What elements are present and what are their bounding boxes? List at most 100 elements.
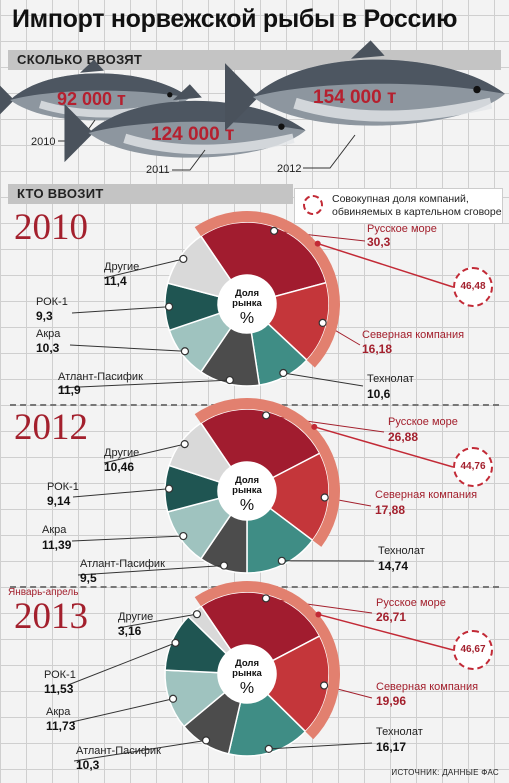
slice-marker [219, 561, 229, 570]
fish-year-2011: 2011 [146, 164, 170, 176]
center-label: рынка [232, 668, 262, 679]
value-drugie: 10,46 [104, 460, 135, 474]
value-technolat: 10,6 [367, 387, 391, 401]
cartel-total-2010: 46,48 [460, 281, 486, 292]
leader-line [72, 488, 170, 498]
value-rok1: 9,3 [36, 309, 53, 323]
value-severnaya: 17,88 [375, 503, 406, 517]
value-russkoe-more: 26,71 [376, 610, 407, 624]
center-label: рынка [232, 298, 262, 309]
slice-marker [192, 610, 202, 619]
cartel-ring [194, 398, 340, 547]
value-atlant: 9,5 [80, 571, 97, 585]
label-akra: Акра [36, 328, 61, 340]
label-russkoe-more: Русское море [367, 223, 437, 235]
leader-line [303, 134, 356, 169]
legend-text: Совокупная доля компаний, обвиняемых в к… [332, 193, 502, 218]
label-drugie: Другие [104, 447, 140, 459]
leader-line [69, 344, 185, 352]
cartel-leader [318, 613, 454, 651]
year-2010: 2010 [14, 207, 88, 248]
fish-year-2010: 2010 [31, 136, 56, 148]
dashed-circle-icon [303, 195, 323, 215]
label-atlant: Атлант-Пасифик [80, 558, 165, 570]
section-title-who: КТО ВВОЗИТ [17, 186, 104, 201]
slice-marker [262, 411, 271, 420]
value-akra: 10,3 [36, 341, 60, 355]
cartel-marker [314, 240, 321, 247]
center-label: рынка [232, 485, 262, 496]
cartel-marker [311, 423, 318, 430]
label-drugie: Другие [118, 611, 154, 623]
slice-marker [179, 254, 188, 264]
label-russkoe-more: Русское море [388, 416, 458, 428]
label-atlant: Атлант-Пасифик [58, 371, 143, 383]
slice-marker [261, 594, 271, 603]
donut-hole [218, 462, 276, 520]
fish-icon [64, 84, 306, 163]
label-rok1: РОК-1 [47, 481, 79, 493]
label-drugie: Другие [104, 261, 140, 273]
leader-line [71, 698, 174, 723]
fish-value-2012: 154 000 т [313, 87, 397, 108]
value-rok1: 9,14 [47, 494, 71, 508]
leader-line [103, 258, 184, 279]
cartel-total-2013: 46,67 [460, 644, 486, 655]
label-atlant: Атлант-Пасифик [76, 745, 161, 757]
fish-value-2011: 124 000 т [151, 124, 235, 145]
donut-hole [218, 645, 276, 703]
label-technolat: Технолат [378, 545, 425, 557]
value-drugie: 3,16 [118, 624, 142, 638]
slice-marker [164, 302, 174, 311]
slice-marker [171, 638, 180, 647]
leader-line [265, 597, 373, 614]
fish-value-2010: 92 000 т [57, 89, 126, 109]
leader-line [67, 642, 176, 686]
value-akra: 11,39 [42, 538, 72, 552]
value-severnaya: 16,18 [362, 342, 393, 356]
year-2013: 2013 [14, 596, 88, 637]
slice-marker [277, 556, 286, 565]
value-atlant: 10,3 [76, 758, 100, 772]
slice-marker [318, 318, 327, 328]
leader-line [283, 372, 364, 387]
leader-line [268, 742, 373, 750]
center-label: Доля [235, 658, 259, 669]
value-russkoe-more: 30,3 [367, 235, 391, 249]
leader-line [73, 739, 207, 762]
page-title: Импорт норвежской рыбы в Россию [12, 5, 458, 33]
cartel-total-circle: 46,67 [453, 630, 493, 670]
label-russkoe-more: Русское море [376, 597, 446, 609]
slice-marker [225, 375, 234, 385]
center-unit: % [240, 497, 254, 514]
leader-line [71, 535, 184, 542]
label-severnaya: Северная компания [362, 329, 465, 341]
value-severnaya: 19,96 [376, 694, 407, 708]
donut-hole [218, 275, 276, 333]
label-severnaya: Северная компания [376, 681, 479, 693]
center-unit: % [240, 680, 254, 697]
leader-line [103, 443, 185, 464]
slice-marker [270, 226, 279, 235]
slice-marker [168, 694, 178, 703]
slice-marker [179, 531, 188, 541]
fish-year-2012: 2012 [277, 163, 302, 175]
cartel-ring [194, 580, 341, 740]
slice-marker [320, 681, 329, 690]
label-akra: Акра [46, 706, 71, 718]
leader-line [172, 149, 206, 171]
value-akra: 11,73 [46, 719, 76, 733]
value-technolat: 16,17 [376, 740, 407, 754]
cartel-leader [317, 242, 454, 288]
slice-marker [164, 484, 174, 493]
year-2012: 2012 [14, 407, 88, 448]
cartel-ring [194, 211, 341, 368]
section-bar-who: КТО ВВОЗИТ [8, 184, 293, 204]
source-note: ИСТОЧНИК: ДАННЫЕ ФАС [391, 768, 499, 777]
legend: Совокупная доля компаний, обвиняемых в к… [294, 188, 503, 224]
period-note: Январь-апрель [8, 587, 79, 598]
